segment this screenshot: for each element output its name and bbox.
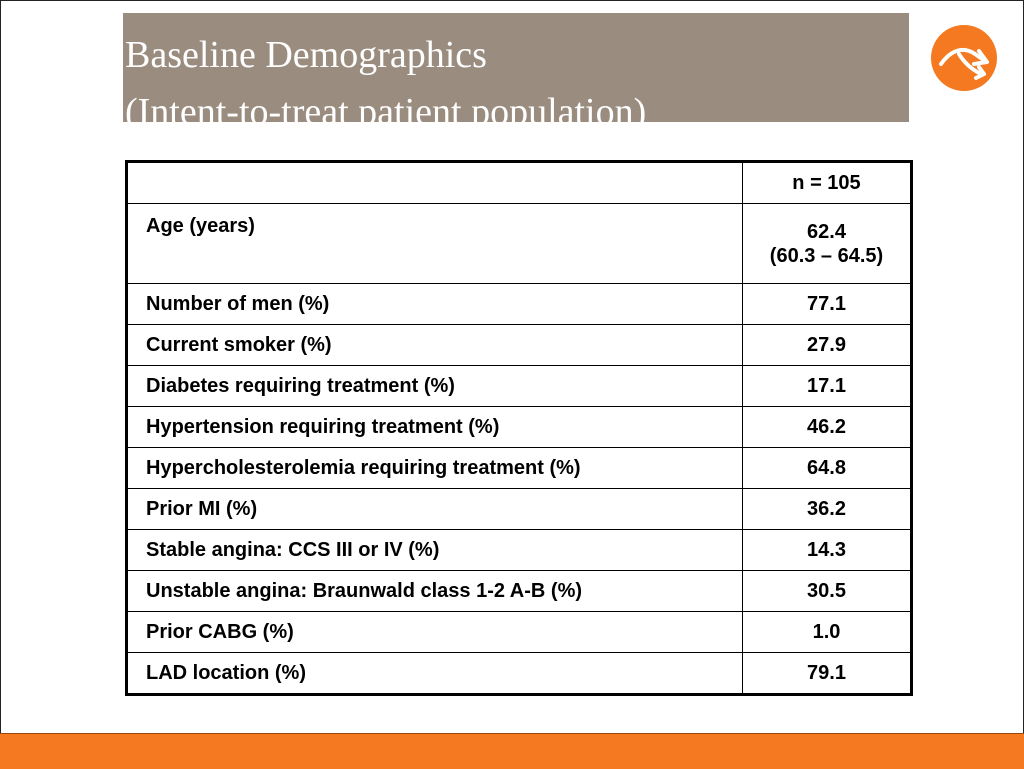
- row-value: 1.0: [742, 611, 912, 653]
- row-label: Age (years): [126, 203, 743, 284]
- row-value: 79.1: [742, 652, 912, 695]
- table-row: Prior CABG (%) 1.0: [126, 611, 912, 653]
- row-label: Current smoker (%): [126, 324, 743, 366]
- row-label: Unstable angina: Braunwald class 1-2 A-B…: [126, 570, 743, 612]
- row-value: 36.2: [742, 488, 912, 530]
- row-label: Number of men (%): [126, 283, 743, 325]
- table-row: Hypercholesterolemia requiring treatment…: [126, 447, 912, 489]
- row-label: Hypercholesterolemia requiring treatment…: [126, 447, 743, 489]
- forked-arrow-logo-icon: [929, 24, 999, 92]
- header-label-cell: [126, 161, 743, 204]
- table-row: Prior MI (%) 36.2: [126, 488, 912, 530]
- row-value: 46.2: [742, 406, 912, 448]
- row-label: Hypertension requiring treatment (%): [126, 406, 743, 448]
- row-label: Diabetes requiring treatment (%): [126, 365, 743, 407]
- row-label: Prior CABG (%): [126, 611, 743, 653]
- table-row: Current smoker (%) 27.9: [126, 324, 912, 366]
- table-row: LAD location (%) 79.1: [126, 652, 912, 695]
- table-row: Stable angina: CCS III or IV (%) 14.3: [126, 529, 912, 571]
- row-value-main: 62.4: [807, 220, 846, 243]
- header-n-cell: n = 105: [742, 161, 912, 204]
- table-row: Age (years) 62.4 (60.3 – 64.5): [126, 203, 912, 284]
- row-value: 62.4 (60.3 – 64.5): [742, 203, 912, 284]
- footer-accent-bar: [0, 733, 1024, 769]
- title-banner: Baseline Demographics (Intent-to-treat p…: [123, 13, 909, 133]
- row-value: 27.9: [742, 324, 912, 366]
- row-label: Stable angina: CCS III or IV (%): [126, 529, 743, 571]
- table-header-row: n = 105: [126, 161, 912, 204]
- row-label: Prior MI (%): [126, 488, 743, 530]
- row-value: 17.1: [742, 365, 912, 407]
- table-row: Hypertension requiring treatment (%) 46.…: [126, 406, 912, 448]
- row-value-range: (60.3 – 64.5): [769, 244, 884, 267]
- row-label: LAD location (%): [126, 652, 743, 695]
- slide-subtitle: (Intent-to-treat patient population): [125, 91, 647, 133]
- table-row: Number of men (%) 77.1: [126, 283, 912, 325]
- slide-title: Baseline Demographics: [125, 34, 487, 76]
- demographics-table: n = 105 Age (years) 62.4 (60.3 – 64.5) N…: [125, 160, 913, 696]
- table-row: Diabetes requiring treatment (%) 17.1: [126, 365, 912, 407]
- row-value: 64.8: [742, 447, 912, 489]
- row-value: 30.5: [742, 570, 912, 612]
- table-row: Unstable angina: Braunwald class 1-2 A-B…: [126, 570, 912, 612]
- row-value: 14.3: [742, 529, 912, 571]
- row-value: 77.1: [742, 283, 912, 325]
